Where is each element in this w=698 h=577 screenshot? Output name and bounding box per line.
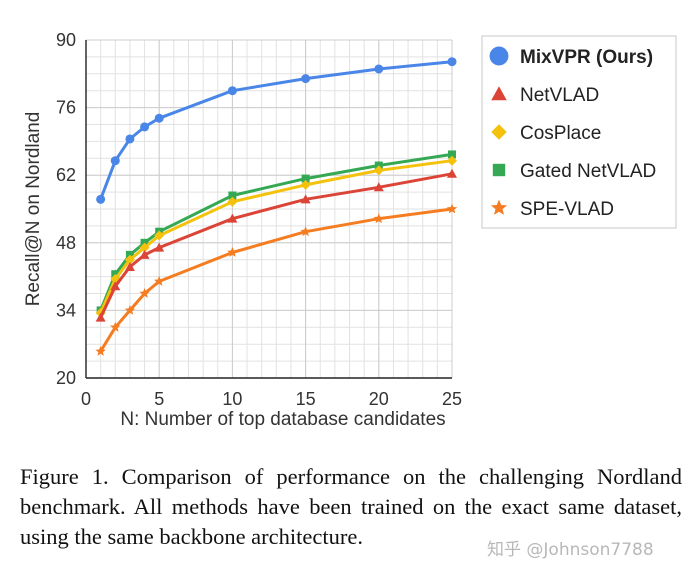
x-tick-label: 10 bbox=[222, 389, 242, 409]
data-point bbox=[227, 213, 238, 223]
data-point bbox=[374, 64, 384, 74]
data-point bbox=[140, 122, 150, 132]
chart-axes: 20 34 48 62 76 90 0 5 10 15 20 25 bbox=[56, 30, 462, 409]
data-point bbox=[124, 304, 136, 315]
legend-label: Gated NetVLAD bbox=[520, 161, 656, 182]
data-point bbox=[139, 288, 150, 298]
data-point bbox=[301, 74, 311, 84]
data-point bbox=[110, 321, 121, 332]
data-point bbox=[110, 281, 121, 291]
data-point bbox=[95, 345, 106, 356]
data-point bbox=[154, 113, 164, 123]
data-point bbox=[139, 242, 150, 253]
data-point bbox=[301, 174, 310, 183]
x-tick-label: 25 bbox=[442, 389, 462, 409]
data-point bbox=[448, 150, 456, 159]
legend-label: NetVLAD bbox=[520, 85, 599, 106]
legend-marker bbox=[490, 199, 508, 215]
legend-marker bbox=[491, 86, 507, 101]
watermark: 知乎 @Johnson7788 bbox=[487, 540, 654, 560]
y-tick-label: 20 bbox=[56, 368, 76, 388]
data-point bbox=[228, 191, 237, 200]
data-point bbox=[154, 230, 165, 241]
y-tick-label: 90 bbox=[56, 30, 76, 50]
data-point bbox=[373, 213, 384, 224]
data-point bbox=[227, 247, 238, 257]
data-point bbox=[227, 196, 238, 207]
data-point bbox=[124, 261, 135, 271]
y-axis-label: Recall@N on Nordland bbox=[23, 112, 44, 307]
x-tick-label: 5 bbox=[154, 389, 164, 409]
data-point bbox=[300, 226, 311, 237]
series-cosplace bbox=[95, 155, 457, 318]
x-tick-label: 15 bbox=[296, 389, 316, 409]
data-point bbox=[96, 194, 106, 204]
data-point bbox=[373, 182, 384, 192]
x-tick-label: 0 bbox=[81, 389, 91, 409]
legend-label: MixVPR (Ours) bbox=[520, 47, 653, 68]
figure-caption: Figure 1. Comparison of performance on t… bbox=[20, 464, 682, 549]
legend-label: CosPlace bbox=[520, 123, 601, 144]
data-point bbox=[447, 155, 457, 166]
data-point bbox=[447, 57, 457, 67]
y-tick-label: 34 bbox=[56, 300, 76, 320]
chart-series bbox=[95, 57, 458, 356]
legend-label: SPE-VLAD bbox=[520, 199, 614, 220]
series-spe-vlad bbox=[95, 203, 458, 356]
data-point bbox=[124, 254, 135, 265]
data-point bbox=[446, 203, 458, 214]
x-axis-label: N: Number of top database candidates bbox=[120, 409, 445, 430]
y-tick-label: 62 bbox=[56, 165, 76, 185]
data-point bbox=[125, 134, 135, 144]
series-netvlad bbox=[95, 168, 457, 322]
series-mixvpr-ours bbox=[96, 57, 457, 204]
chart-grid bbox=[85, 39, 453, 379]
chart-legend: MixVPR (Ours) NetVLAD CosPlace Gated NetVLA… bbox=[481, 35, 677, 229]
data-point bbox=[300, 194, 311, 204]
data-point bbox=[95, 312, 106, 322]
legend-marker bbox=[491, 124, 507, 140]
x-tick-label: 20 bbox=[369, 389, 389, 409]
line-chart: 20 34 48 62 76 90 0 5 10 15 20 25 MixVPR (Ours) NetV… bbox=[23, 30, 677, 430]
data-point bbox=[373, 165, 384, 176]
legend-marker bbox=[489, 46, 509, 66]
data-point bbox=[227, 86, 237, 96]
y-tick-label: 48 bbox=[56, 233, 76, 253]
data-point bbox=[447, 168, 457, 178]
legend-marker bbox=[492, 163, 506, 177]
data-point bbox=[154, 242, 165, 252]
data-point bbox=[139, 249, 150, 259]
y-tick-label: 76 bbox=[56, 98, 76, 118]
legend-box bbox=[481, 35, 677, 229]
data-point bbox=[154, 275, 165, 286]
data-point bbox=[300, 179, 311, 190]
data-point bbox=[110, 156, 120, 166]
